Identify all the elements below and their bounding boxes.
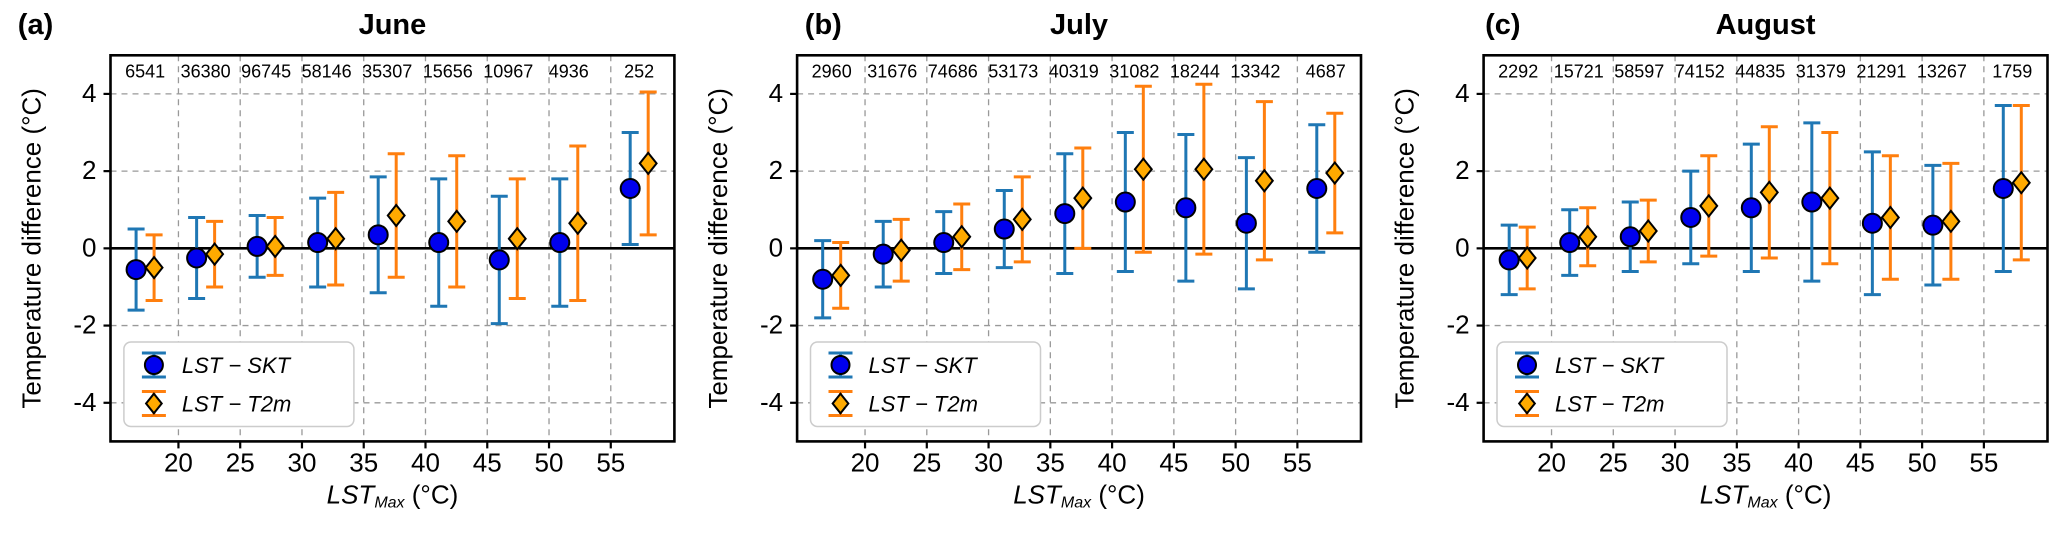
svg-text:45: 45 xyxy=(473,447,502,477)
svg-text:44835: 44835 xyxy=(1735,61,1785,81)
svg-text:35: 35 xyxy=(1722,447,1751,477)
svg-text:74686: 74686 xyxy=(928,61,978,81)
svg-text:50: 50 xyxy=(535,447,564,477)
svg-text:36380: 36380 xyxy=(181,61,231,81)
svg-text:40319: 40319 xyxy=(1049,61,1099,81)
svg-text:50: 50 xyxy=(1908,447,1937,477)
svg-text:0: 0 xyxy=(769,232,783,262)
svg-text:4687: 4687 xyxy=(1306,61,1346,81)
svg-text:LST − SKT: LST − SKT xyxy=(1555,353,1665,378)
svg-text:-2: -2 xyxy=(760,310,783,340)
svg-text:31379: 31379 xyxy=(1796,61,1846,81)
svg-text:4936: 4936 xyxy=(549,61,589,81)
svg-text:LST − T2m: LST − T2m xyxy=(182,392,291,417)
svg-text:31082: 31082 xyxy=(1109,61,1159,81)
svg-text:55: 55 xyxy=(1969,447,1998,477)
svg-text:40: 40 xyxy=(411,447,440,477)
svg-text:2: 2 xyxy=(1455,155,1469,185)
svg-text:10967: 10967 xyxy=(483,61,533,81)
svg-text:-2: -2 xyxy=(73,310,96,340)
svg-text:2960: 2960 xyxy=(812,61,852,81)
svg-text:53173: 53173 xyxy=(988,61,1038,81)
svg-text:0: 0 xyxy=(1455,232,1469,262)
svg-text:25: 25 xyxy=(1599,447,1628,477)
svg-text:LST − T2m: LST − T2m xyxy=(869,392,978,417)
svg-text:74152: 74152 xyxy=(1675,61,1725,81)
svg-text:6541: 6541 xyxy=(125,61,165,81)
svg-text:4: 4 xyxy=(82,78,96,108)
svg-text:21291: 21291 xyxy=(1856,61,1906,81)
svg-text:-4: -4 xyxy=(73,387,96,417)
svg-text:30: 30 xyxy=(288,447,317,477)
svg-text:August: August xyxy=(1716,9,1816,41)
svg-text:40: 40 xyxy=(1784,447,1813,477)
svg-text:13342: 13342 xyxy=(1230,61,1280,81)
svg-text:55: 55 xyxy=(596,447,625,477)
svg-text:30: 30 xyxy=(1661,447,1690,477)
svg-text:Temperature difference (°C): Temperature difference (°C) xyxy=(1390,88,1420,409)
svg-text:45: 45 xyxy=(1159,447,1188,477)
svg-text:55: 55 xyxy=(1283,447,1312,477)
svg-text:40: 40 xyxy=(1098,447,1127,477)
svg-text:30: 30 xyxy=(974,447,1003,477)
svg-text:(c): (c) xyxy=(1485,9,1520,41)
svg-text:0: 0 xyxy=(82,232,96,262)
svg-text:LST − T2m: LST − T2m xyxy=(1555,392,1664,417)
svg-text:2: 2 xyxy=(769,155,783,185)
svg-text:2292: 2292 xyxy=(1498,61,1538,81)
svg-text:13267: 13267 xyxy=(1917,61,1967,81)
svg-text:20: 20 xyxy=(1537,447,1566,477)
svg-text:50: 50 xyxy=(1221,447,1250,477)
svg-text:(b): (b) xyxy=(805,9,842,41)
svg-text:252: 252 xyxy=(624,61,654,81)
svg-text:2: 2 xyxy=(82,155,96,185)
svg-text:25: 25 xyxy=(226,447,255,477)
svg-text:45: 45 xyxy=(1846,447,1875,477)
svg-text:4: 4 xyxy=(769,78,783,108)
svg-text:4: 4 xyxy=(1455,78,1469,108)
svg-text:58597: 58597 xyxy=(1614,61,1664,81)
svg-text:LST − SKT: LST − SKT xyxy=(182,353,292,378)
svg-text:-4: -4 xyxy=(760,387,783,417)
svg-text:15721: 15721 xyxy=(1554,61,1604,81)
svg-text:35: 35 xyxy=(1036,447,1065,477)
svg-text:1759: 1759 xyxy=(1992,61,2032,81)
svg-text:Temperature difference (°C): Temperature difference (°C) xyxy=(17,88,47,409)
svg-text:(a): (a) xyxy=(18,9,53,41)
svg-text:15656: 15656 xyxy=(423,61,473,81)
svg-text:96745: 96745 xyxy=(241,61,291,81)
svg-text:-2: -2 xyxy=(1446,310,1469,340)
svg-text:31676: 31676 xyxy=(867,61,917,81)
svg-text:LST − SKT: LST − SKT xyxy=(869,353,979,378)
svg-text:58146: 58146 xyxy=(302,61,352,81)
svg-text:-4: -4 xyxy=(1446,387,1469,417)
svg-text:20: 20 xyxy=(164,447,193,477)
svg-text:18244: 18244 xyxy=(1170,61,1220,81)
svg-text:35307: 35307 xyxy=(362,61,412,81)
svg-text:25: 25 xyxy=(912,447,941,477)
svg-text:June: June xyxy=(359,9,427,41)
svg-text:July: July xyxy=(1050,9,1108,41)
svg-text:20: 20 xyxy=(851,447,880,477)
svg-text:35: 35 xyxy=(349,447,378,477)
svg-text:Temperature difference (°C): Temperature difference (°C) xyxy=(703,88,733,409)
